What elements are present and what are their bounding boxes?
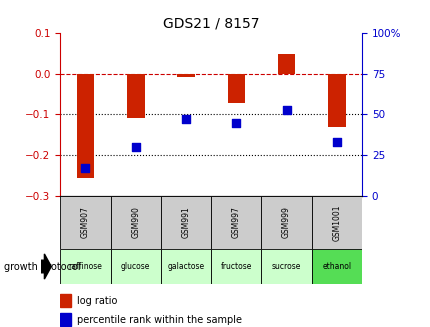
Bar	[111, 196, 160, 249]
Text: GSM990: GSM990	[131, 206, 140, 238]
Bar	[211, 249, 261, 284]
Bar	[127, 74, 144, 118]
FancyArrow shape	[41, 254, 51, 279]
Text: fructose: fructose	[220, 262, 252, 271]
Text: log ratio: log ratio	[77, 296, 117, 305]
Bar	[77, 74, 94, 178]
Point	[132, 145, 139, 150]
Text: raffinose: raffinose	[68, 262, 102, 271]
Text: ethanol: ethanol	[322, 262, 350, 271]
Point	[82, 166, 89, 171]
Text: GSM991: GSM991	[181, 206, 190, 238]
Text: galactose: galactose	[167, 262, 204, 271]
Bar	[311, 196, 361, 249]
Bar	[111, 249, 160, 284]
Text: percentile rank within the sample: percentile rank within the sample	[77, 315, 241, 325]
Bar	[60, 249, 111, 284]
Bar	[227, 74, 245, 103]
Point	[333, 140, 340, 145]
Bar	[327, 74, 345, 127]
Bar	[261, 196, 311, 249]
Bar	[311, 249, 361, 284]
Bar	[177, 74, 194, 77]
Bar	[60, 313, 71, 326]
Bar	[160, 249, 211, 284]
Point	[283, 107, 289, 112]
Text: GSM999: GSM999	[282, 206, 290, 238]
Bar	[211, 196, 261, 249]
Bar	[60, 196, 111, 249]
Text: GSM997: GSM997	[231, 206, 240, 238]
Bar	[60, 294, 71, 307]
Text: sucrose: sucrose	[271, 262, 301, 271]
Point	[182, 117, 189, 122]
Point	[232, 120, 239, 125]
Bar	[160, 196, 211, 249]
Title: GDS21 / 8157: GDS21 / 8157	[163, 16, 259, 30]
Text: GSM907: GSM907	[81, 206, 90, 238]
Bar	[277, 54, 295, 74]
Text: growth protocol: growth protocol	[4, 262, 81, 271]
Bar	[261, 249, 311, 284]
Text: GSM1001: GSM1001	[332, 204, 341, 241]
Text: glucose: glucose	[121, 262, 150, 271]
